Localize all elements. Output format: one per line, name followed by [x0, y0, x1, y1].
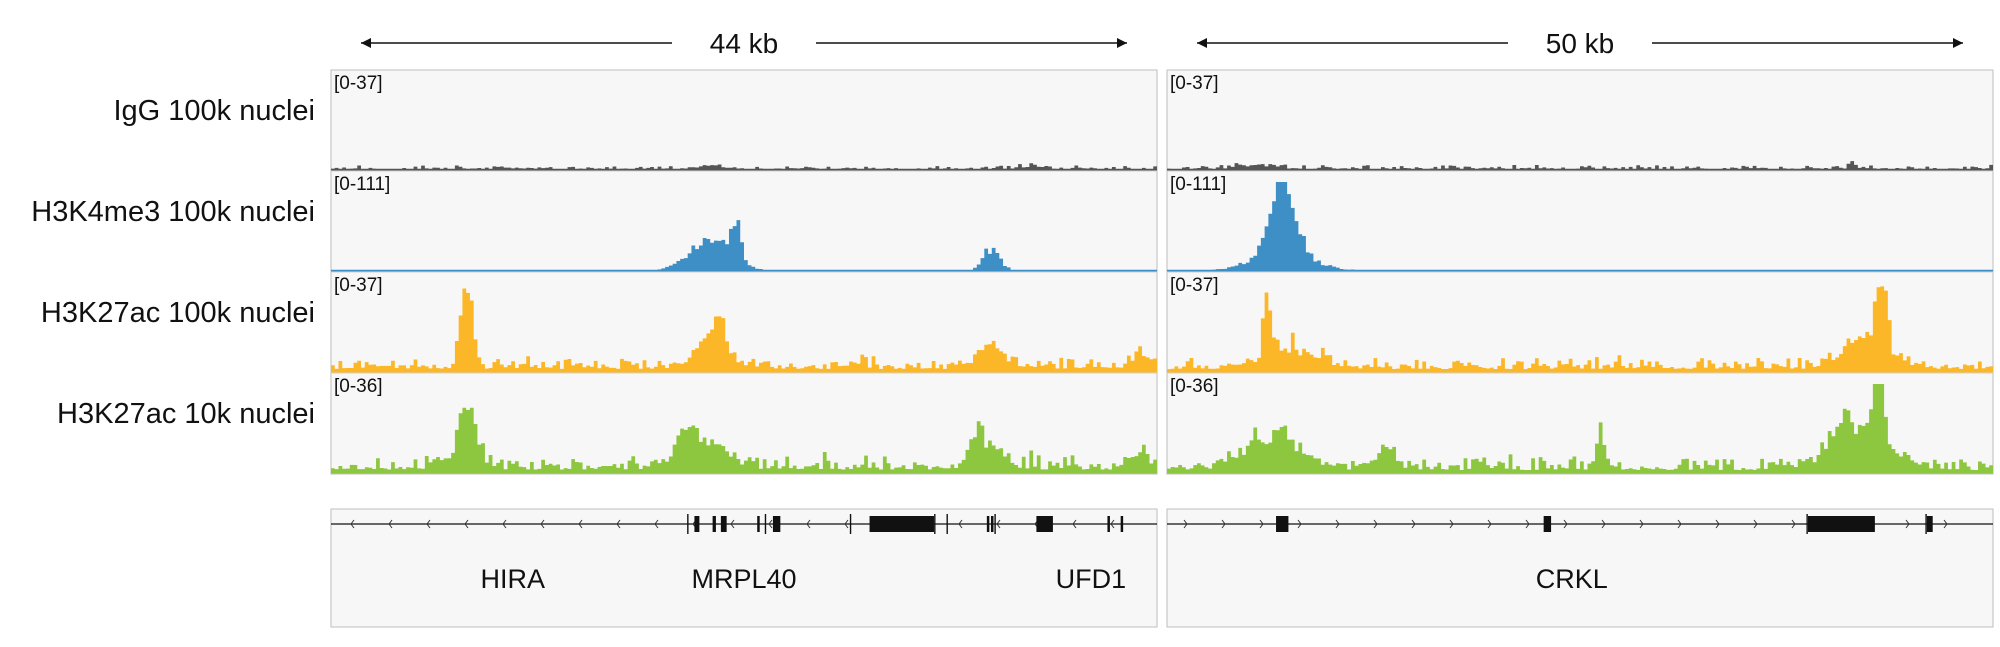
strand-arrow: [1753, 519, 1758, 529]
strand-arrow: [806, 519, 811, 529]
strand-arrow: [616, 519, 621, 529]
strand-arrow: [1715, 519, 1720, 529]
exon-block: [1543, 516, 1552, 532]
data-range-label: [0-36]: [1170, 376, 1219, 397]
exon-block: [1107, 516, 1110, 532]
exon-block: [1276, 516, 1289, 532]
signal-track: [0-111]: [1167, 170, 1993, 272]
strand-arrow: [502, 519, 507, 529]
data-range-label: [0-37]: [334, 275, 383, 296]
scale-bar-label: 44 kb: [710, 28, 779, 59]
strand-arrow: [1677, 519, 1682, 529]
scale-bar-label: 50 kb: [1546, 28, 1615, 59]
strand-arrow: [1373, 519, 1378, 529]
exon-block: [1036, 516, 1053, 532]
strand-arrow: [730, 519, 735, 529]
exon-block: [990, 516, 994, 532]
exon-block: [757, 516, 760, 532]
track-name-label: IgG 100k nuclei: [113, 95, 315, 127]
strand-arrow: [844, 519, 849, 529]
data-range-label: [0-37]: [1170, 73, 1219, 94]
gene-name-label: MRPL40: [691, 564, 796, 594]
coverage-histogram: [1167, 384, 1993, 473]
strand-arrow: [1487, 519, 1492, 529]
strand-arrow: [1905, 519, 1910, 529]
data-range-label: [0-37]: [1170, 275, 1219, 296]
strand-arrow: [1259, 519, 1264, 529]
data-range-label: [0-37]: [334, 73, 383, 94]
exon-block: [1120, 516, 1124, 532]
track-name-label: H3K27ac 100k nuclei: [41, 297, 315, 329]
gene-annotation-track: HIRA MRPL40 UFD1: [330, 508, 1158, 628]
strand-arrow: [426, 519, 431, 529]
strand-arrow: [1335, 519, 1340, 529]
strand-arrow: [1297, 519, 1302, 529]
strand-arrow: [1110, 519, 1115, 529]
track-name-label: H3K4me3 100k nuclei: [31, 196, 315, 228]
exon-block: [720, 516, 727, 532]
gene-name-label: HIRA: [480, 564, 545, 594]
strand-arrow: [1525, 519, 1530, 529]
strand-arrow: [1183, 519, 1188, 529]
data-range-label: [0-111]: [334, 174, 390, 195]
data-range-label: [0-36]: [334, 376, 383, 397]
strand-arrow: [1791, 519, 1796, 529]
strand-arrow: [1563, 519, 1568, 529]
strand-arrow: [464, 519, 469, 529]
signal-track: [0-36]: [331, 372, 1157, 474]
strand-arrow: [1449, 519, 1454, 529]
strand-arrow: [1411, 519, 1416, 529]
signal-track: [0-37]: [331, 73, 1157, 171]
coverage-histogram: [331, 220, 1157, 271]
strand-arrow: [1072, 519, 1077, 529]
strand-arrow: [350, 519, 355, 529]
strand-arrow: [388, 519, 393, 529]
strand-arrow: [540, 519, 545, 529]
exon-block: [772, 516, 781, 532]
coverage-histogram: [331, 407, 1157, 473]
gene-name-label: CRKL: [1536, 564, 1608, 594]
coverage-histogram: [1167, 286, 1993, 372]
strand-arrow: [1943, 519, 1948, 529]
exon-block: [1807, 516, 1875, 532]
strand-arrow: [768, 519, 773, 529]
coverage-histogram: [1167, 182, 1993, 271]
exon-block: [1926, 516, 1933, 532]
strand-arrow: [578, 519, 583, 529]
exon-block: [694, 516, 700, 532]
strand-arrow: [1639, 519, 1644, 529]
coverage-histogram: [331, 288, 1157, 372]
coverage-histogram: [1167, 161, 1993, 170]
strand-arrow: [1221, 519, 1226, 529]
gene-name-label: UFD1: [1056, 564, 1127, 594]
track-name-label: H3K27ac 10k nuclei: [57, 398, 315, 430]
locus-panel-1: 44 kb [0-37] [0-111] [0-37] [0-36] HIRA MRPL40…: [330, 28, 1158, 628]
strand-arrow: [654, 519, 659, 529]
gene-annotation-track: CRKL: [1166, 508, 1994, 628]
exon-block: [869, 516, 934, 532]
coverage-histogram: [331, 163, 1157, 170]
signal-track: [0-37]: [1167, 271, 1993, 373]
exon-block: [986, 516, 990, 532]
signal-track: [0-37]: [1167, 73, 1993, 171]
gene-track-frame: [330, 508, 1158, 628]
data-range-label: [0-111]: [1170, 174, 1226, 195]
strand-arrow: [1601, 519, 1606, 529]
signal-track: [0-111]: [331, 170, 1157, 272]
strand-arrow: [996, 519, 1001, 529]
signal-track: [0-36]: [1167, 372, 1993, 474]
exon-block: [712, 516, 716, 532]
locus-panel-2: 50 kb [0-37] [0-111] [0-37] [0-36] CRKL: [1166, 28, 1994, 628]
strand-arrow: [958, 519, 963, 529]
signal-track: [0-37]: [331, 271, 1157, 373]
